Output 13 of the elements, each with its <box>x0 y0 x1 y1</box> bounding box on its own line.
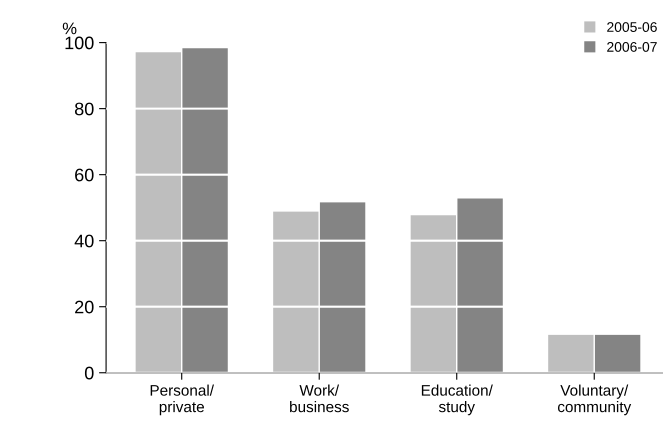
legend-label: 2006-07 <box>607 42 657 52</box>
x-tick-label: Personal/ private <box>150 384 214 416</box>
y-axis-title: % <box>62 22 76 34</box>
x-tick-label: Voluntary/ community <box>558 384 632 416</box>
x-tick-label: Work/ business <box>290 384 349 412</box>
y-tick-label: 60 <box>75 168 94 182</box>
x-tick-label: Education/ study <box>422 384 493 416</box>
y-tick-label: 0 <box>84 366 94 380</box>
y-tick-label: 80 <box>74 102 94 116</box>
y-tick-label: 100 <box>66 36 94 50</box>
y-tick-label: 20 <box>75 300 94 314</box>
y-tick-label: 40 <box>74 234 94 248</box>
legend-label: 2005-06 <box>607 22 657 32</box>
